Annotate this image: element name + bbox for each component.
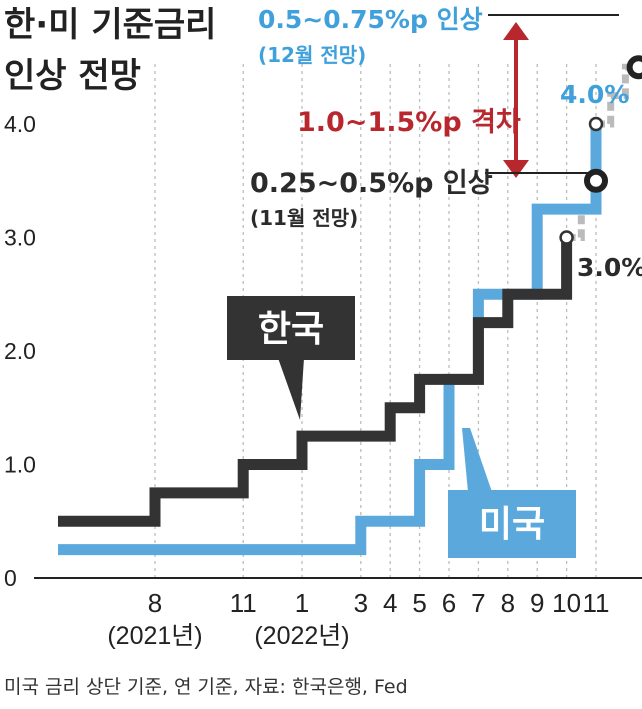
chart-title-line2: 인상 전망 <box>4 56 141 96</box>
x-tick-label: 11 <box>230 588 257 618</box>
x-tick-label: 6 <box>442 588 456 618</box>
korea-current-point <box>559 230 574 245</box>
x-tick-label: 5 <box>412 588 426 618</box>
legend-korea: 한국 <box>227 296 355 420</box>
legend-us-label: 미국 <box>479 504 545 545</box>
x-tick-label: 11 <box>583 588 610 618</box>
us-current-point <box>588 116 604 132</box>
y-tick-label: 4.0 <box>4 111 36 137</box>
kr-current-value-label: 3.0% <box>577 253 642 282</box>
x-tick-label: 1 <box>295 588 309 618</box>
y-tick-labels: 0 1.0 2.0 3.0 4.0 <box>4 111 36 591</box>
us-forecast-point <box>626 55 642 80</box>
us-forecast-sub: (12월 전망) <box>258 43 366 67</box>
us-current-value-label: 4.0% <box>560 80 629 109</box>
legend-us: 미국 <box>448 428 576 558</box>
kr-forecast-sub: (11월 전망) <box>250 206 358 230</box>
gap-label: 1.0~1.5%p 격차 <box>297 107 521 138</box>
y-tick-label: 3.0 <box>4 225 36 251</box>
source-note: 미국 금리 상단 기준, 연 기준, 자료: 한국은행, Fed <box>4 676 408 698</box>
y-tick-label: 0 <box>4 565 17 591</box>
korea-rate-line <box>58 237 573 527</box>
series-layer <box>58 55 642 556</box>
x-tick-label: 3 <box>354 588 368 618</box>
legend-korea-label: 한국 <box>258 309 324 350</box>
x-tick-label: 8 <box>501 588 515 618</box>
y-tick-label: 1.0 <box>4 452 36 478</box>
gap-arrow <box>503 22 529 178</box>
x-year-label: (2022년) <box>254 622 349 650</box>
x-tick-labels: 8 11 1 3 4 5 6 7 8 9 10 11(2021년) (2022년) <box>107 588 609 650</box>
kr-forecast-label: 0.25~0.5%p 인상 <box>250 168 493 199</box>
x-tick-label: 10 <box>552 588 581 618</box>
y-tick-label: 2.0 <box>4 338 36 364</box>
x-tick-label: 9 <box>530 588 544 618</box>
x-year-label: (2021년) <box>107 622 202 650</box>
x-tick-label: 7 <box>471 588 485 618</box>
x-tick-label: 4 <box>383 588 397 618</box>
korea-forecast-point <box>584 168 608 193</box>
chart-title-line1: 한·미 기준금리 <box>4 5 216 45</box>
us-forecast-label: 0.5~0.75%p 인상 <box>258 5 483 34</box>
x-tick-label: 8 <box>148 588 162 618</box>
